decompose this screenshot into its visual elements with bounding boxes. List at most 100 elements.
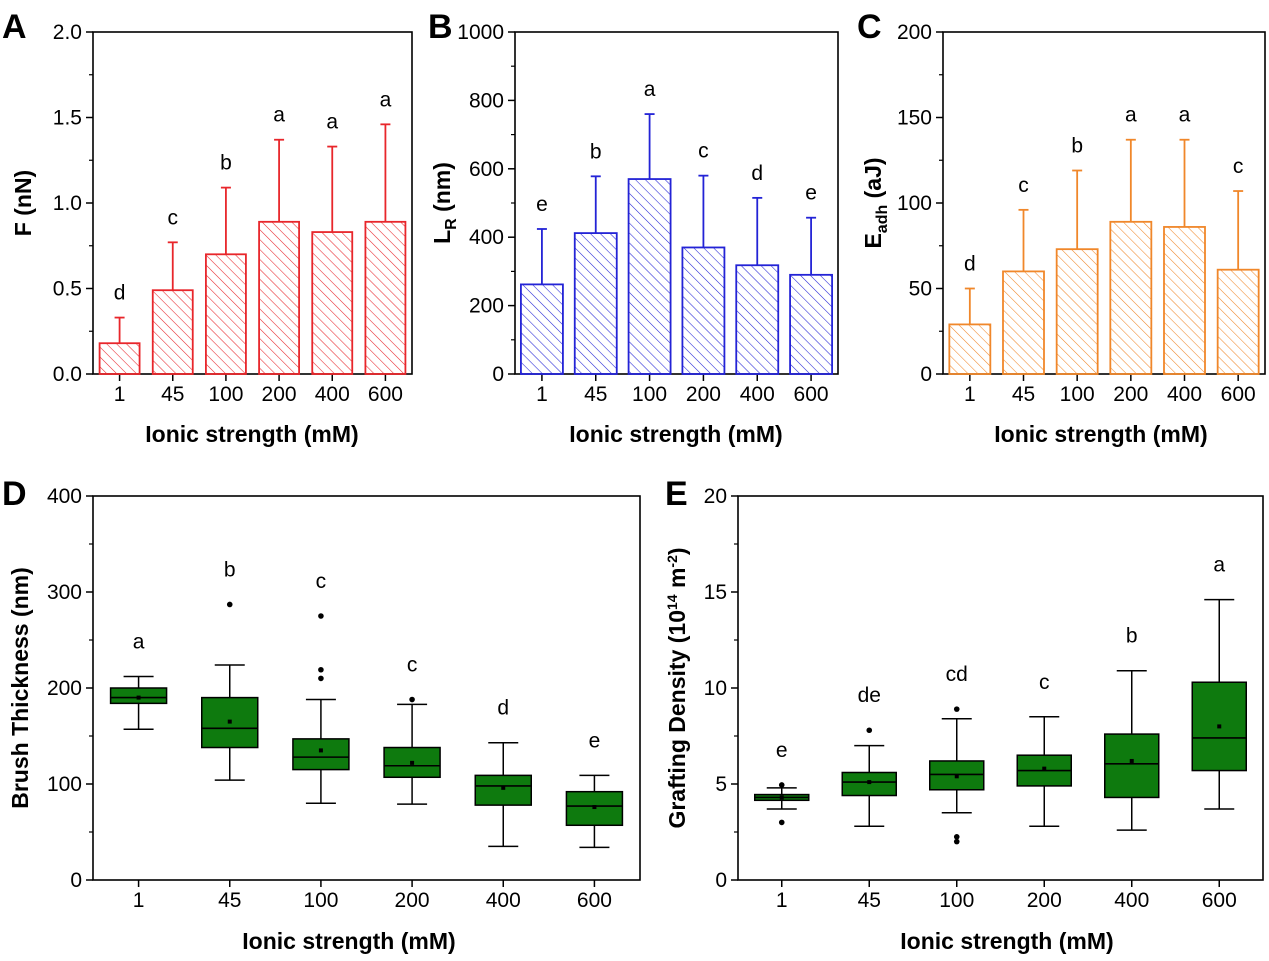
panel-a-letter: A xyxy=(2,8,27,46)
panel-e-outlier xyxy=(953,838,960,845)
panel-a-significance-label: d xyxy=(114,282,126,305)
panel-d-outlier xyxy=(409,696,415,703)
panel-a-bar xyxy=(258,220,300,375)
panel-d-x-tick-label: 200 xyxy=(395,889,430,912)
panel-c-plot-frame xyxy=(942,31,1266,375)
panel-d-mean-marker xyxy=(136,695,141,700)
panel-e-mean-marker xyxy=(867,780,872,785)
panel-c-significance-label: d xyxy=(964,253,976,276)
panel-a-significance-label: a xyxy=(326,111,338,134)
panel-e-significance-label: a xyxy=(1213,554,1225,577)
panel-d-outlier xyxy=(318,613,324,619)
panel-e-outlier xyxy=(953,834,960,840)
panel-c-x-tick-label: 600 xyxy=(1221,383,1256,406)
panel-d-x-tick-label: 45 xyxy=(218,889,241,912)
panel-c-y-tick-label: 150 xyxy=(897,107,932,130)
panel-e-y-tick-label: 0 xyxy=(715,869,727,892)
panel-b-y-label-main: L xyxy=(429,230,455,244)
panel-d-significance-label: d xyxy=(497,697,509,720)
panel-e-box xyxy=(1104,733,1160,799)
panel-d-x-tick-label: 600 xyxy=(577,889,612,912)
panel-c-x-tick-label: 100 xyxy=(1060,383,1095,406)
panel-c-letter: C xyxy=(857,8,882,46)
panel-a-x-tick-label: 45 xyxy=(161,383,184,406)
panel-e-y-tick-label: 10 xyxy=(704,677,727,700)
panel-d-mean-marker xyxy=(318,748,323,753)
panel-c-x-tick-label: 200 xyxy=(1113,383,1148,406)
panel-d-y-axis-label: Brush Thickness (nm) xyxy=(7,567,33,809)
panel-d-x-axis-label: Ionic strength (mM) xyxy=(242,928,455,954)
panel-c-marks: 0 50 100 150 200 1 45 100 200 400 600 d c b a a c xyxy=(897,21,1260,406)
panel-a-x-tick-label: 400 xyxy=(315,383,350,406)
panel-e-x-tick-label: 400 xyxy=(1114,889,1149,912)
panel-b-y-axis-label: LR (nm) xyxy=(429,162,460,244)
panel-d-y-tick-label: 100 xyxy=(47,773,82,796)
panel-c-y-tick-label: 50 xyxy=(909,278,932,301)
panel-c-significance-label: b xyxy=(1071,135,1083,158)
panel-d-marks: 0 100 200 300 400 1 45 100 200 400 600 a b c c d e xyxy=(47,485,624,912)
panel-a-y-tick-label: 1.0 xyxy=(53,192,82,215)
panel-c-x-tick-label: 1 xyxy=(964,383,976,406)
panel-d-box xyxy=(565,790,624,827)
panel-b-x-tick-label: 600 xyxy=(794,383,829,406)
panel-b-bar xyxy=(573,232,618,375)
panel-b-bar xyxy=(627,178,672,375)
panel-d: D 0 100 200 300 400 1 45 100 200 400 600 a b c c d e Ion… xyxy=(2,475,641,954)
panel-d-mean-marker xyxy=(410,760,415,765)
panel-a-y-tick-label: 2.0 xyxy=(53,21,82,44)
panel-c-bar xyxy=(1002,270,1045,375)
panel-d-y-tick-label: 200 xyxy=(47,677,82,700)
panel-b-significance-label: b xyxy=(590,140,602,163)
panel-b-significance-label: a xyxy=(644,78,656,101)
panel-c-y-tick-label: 100 xyxy=(897,192,932,215)
panel-e-mean-marker xyxy=(1042,766,1047,771)
panel-b-y-tick-label: 400 xyxy=(469,226,504,249)
panel-b-significance-label: c xyxy=(698,140,709,163)
panel-d-box xyxy=(474,774,532,806)
panel-c-y-axis-label: Eadh (aJ) xyxy=(860,157,891,248)
panel-c-y-tick-label: 0 xyxy=(920,363,932,386)
panel-e-y-tick-label: 15 xyxy=(704,581,727,604)
panel-c-y-tick-label: 200 xyxy=(897,21,932,44)
panel-a-x-tick-label: 200 xyxy=(262,383,297,406)
panel-b-significance-label: e xyxy=(805,182,817,205)
panel-d-box xyxy=(383,746,441,779)
panel-a-x-tick-label: 600 xyxy=(368,383,403,406)
panel-d-x-tick-label: 100 xyxy=(303,889,338,912)
panel-c: C 0 50 100 150 200 1 45 100 200 400 600 d c b a a c Ioni… xyxy=(857,8,1266,447)
panel-d-significance-label: c xyxy=(407,654,418,677)
panel-d-outlier xyxy=(226,601,233,608)
panel-a-x-tick-label: 1 xyxy=(114,383,126,406)
panel-a-y-tick-label: 0.0 xyxy=(53,363,82,386)
panel-b-y-tick-label: 1000 xyxy=(457,21,504,44)
panel-b-bar xyxy=(681,246,726,375)
panel-b-y-tick-label: 200 xyxy=(469,295,504,318)
panel-a-significance-label: a xyxy=(273,104,285,127)
panel-d-x-tick-label: 1 xyxy=(133,889,145,912)
panel-d-outlier xyxy=(318,675,324,682)
panel-c-y-label-sub: adh xyxy=(874,205,891,233)
panel-a-y-tick-label: 1.5 xyxy=(53,107,82,130)
panel-d-mean-marker xyxy=(501,785,506,790)
panel-b-letter: B xyxy=(428,8,453,46)
panel-e-mean-marker xyxy=(954,774,959,779)
panel-e-mean-marker xyxy=(1129,758,1134,763)
panel-e-plot-frame xyxy=(737,495,1264,881)
panel-d-mean-marker xyxy=(227,719,232,724)
panel-b-y-label-sub: R xyxy=(443,218,460,230)
panel-c-x-tick-label: 45 xyxy=(1012,383,1035,406)
panel-e-marks: 0 5 10 15 20 1 45 100 200 400 600 e de cd c b a xyxy=(704,485,1247,912)
panel-b: B 0 200 400 600 800 1000 1 45 100 200 400 600 e b a c d e… xyxy=(428,8,839,447)
panel-d-outlier xyxy=(318,666,324,673)
panel-e-y-tick-label: 5 xyxy=(715,773,727,796)
panel-d-letter: D xyxy=(2,475,27,513)
panel-a-marks: 0.0 0.5 1.0 1.5 2.0 1 45 100 200 400 600 d c b a a a xyxy=(53,21,407,406)
panel-b-bar xyxy=(735,264,780,375)
panel-a-y-axis-label: F (nN) xyxy=(10,170,36,236)
panel-e-significance-label: e xyxy=(776,739,788,762)
panel-a-bar xyxy=(98,342,141,375)
panel-e-x-tick-label: 1 xyxy=(776,889,788,912)
panel-d-significance-label: b xyxy=(224,558,236,581)
panel-b-x-tick-label: 100 xyxy=(632,383,667,406)
panel-a-significance-label: c xyxy=(168,206,179,229)
